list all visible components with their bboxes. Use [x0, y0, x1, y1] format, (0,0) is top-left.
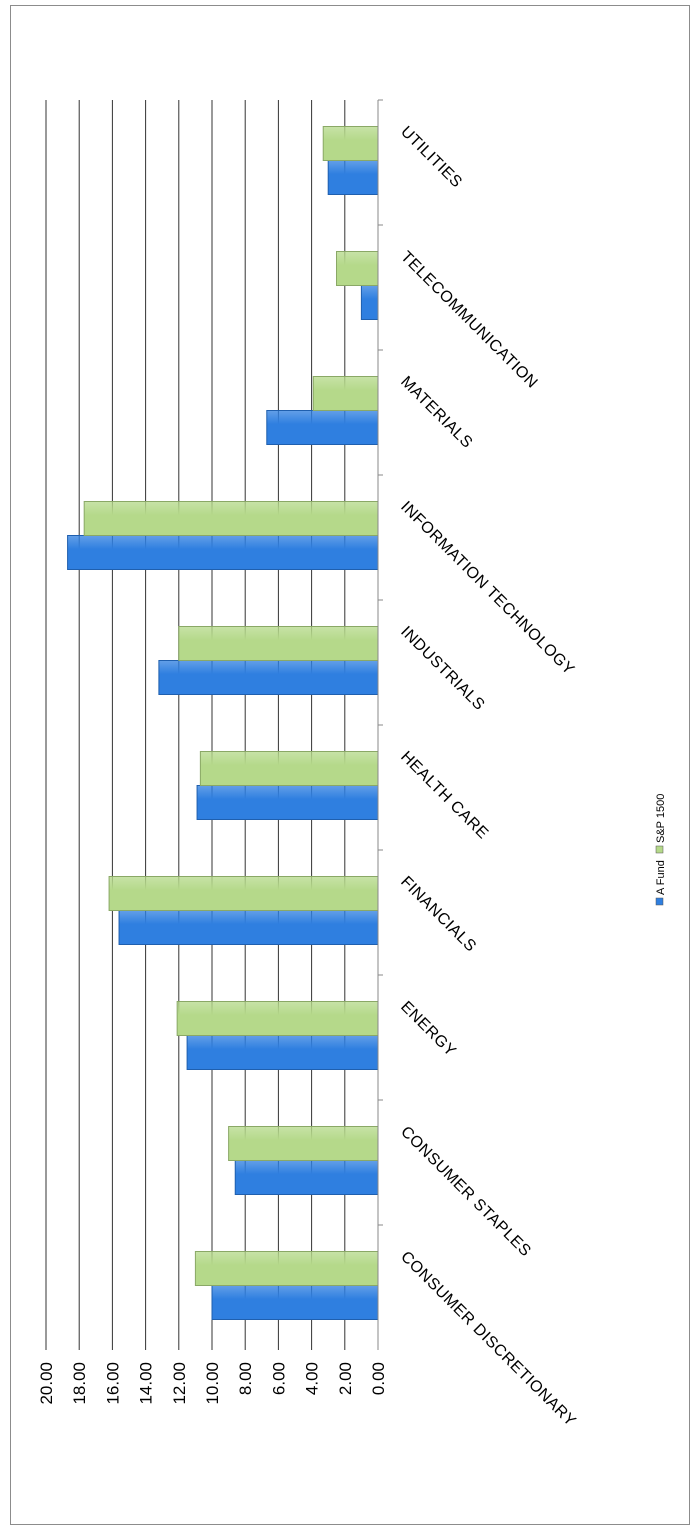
- bar-sp1500: [228, 1126, 379, 1161]
- bar-sp1500: [322, 126, 379, 161]
- bar-a-fund: [158, 660, 379, 695]
- bar-a-fund: [266, 410, 379, 445]
- bar-sp1500: [312, 376, 379, 411]
- legend-swatch: [655, 845, 664, 854]
- bar-a-fund: [234, 1160, 379, 1195]
- y-tick-label: 8.00: [236, 1362, 255, 1395]
- category-label: TELECOMMUNICATION: [397, 248, 541, 392]
- category-label: UTILITIES: [397, 123, 465, 191]
- category-label: CONSUMER STAPLES: [397, 1123, 534, 1260]
- bars: [67, 126, 379, 1320]
- y-tick-label: 18.00: [70, 1362, 89, 1405]
- y-tick-label: 2.00: [336, 1362, 355, 1395]
- bar-a-fund: [211, 1285, 379, 1320]
- y-tick-label: 0.00: [369, 1362, 388, 1395]
- y-tick-label: 16.00: [103, 1362, 122, 1405]
- category-label: HEALTH CARE: [397, 748, 491, 842]
- y-tick-label: 20.00: [37, 1362, 56, 1405]
- category-label: ENERGY: [397, 998, 459, 1060]
- bar-a-fund: [118, 910, 379, 945]
- y-tick-label: 6.00: [269, 1362, 288, 1395]
- category-label: INDUSTRIALS: [397, 623, 488, 714]
- legend-entry: S&P 1500: [655, 794, 667, 843]
- y-tick-label: 12.00: [170, 1362, 189, 1405]
- bar-sp1500: [83, 501, 379, 536]
- bar-sp1500: [194, 1251, 379, 1286]
- category-label: CONSUMER DISCRETIONARY: [397, 1248, 579, 1430]
- category-label: MATERIALS: [397, 373, 475, 451]
- bar-a-fund: [196, 785, 379, 820]
- y-tick-label: 14.00: [137, 1362, 156, 1405]
- bar-a-fund: [360, 285, 379, 320]
- legend: A Fund S&P 1500: [655, 794, 667, 906]
- bar-sp1500: [176, 1001, 379, 1036]
- bar-sp1500: [336, 251, 379, 286]
- bar-sp1500: [178, 626, 379, 661]
- y-tick-label: 4.00: [303, 1362, 322, 1395]
- bar-a-fund: [186, 1035, 379, 1070]
- y-tick-label: 10.00: [203, 1362, 222, 1405]
- category-axis: [377, 99, 383, 1350]
- legend-swatch: [655, 897, 664, 906]
- bar-a-fund: [327, 160, 379, 195]
- legend-entry: A Fund: [655, 860, 667, 895]
- bar-a-fund: [67, 535, 379, 570]
- bar-sp1500: [108, 876, 379, 911]
- y-tick-labels: 0.00 2.00 4.00 6.00 8.00 10.00 12.00 14.00 16.00…: [37, 1362, 388, 1405]
- bar-sp1500: [199, 751, 379, 786]
- category-label: FINANCIALS: [397, 873, 479, 955]
